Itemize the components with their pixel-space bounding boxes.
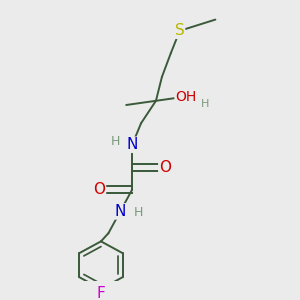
Text: H: H <box>111 136 121 148</box>
Text: H: H <box>134 206 143 219</box>
Text: S: S <box>175 23 184 38</box>
Text: F: F <box>97 286 105 300</box>
Text: N: N <box>115 204 126 219</box>
Text: O: O <box>94 182 106 197</box>
Text: OH: OH <box>175 90 196 104</box>
Text: N: N <box>127 137 138 152</box>
Text: O: O <box>159 160 171 175</box>
Text: H: H <box>201 99 209 109</box>
